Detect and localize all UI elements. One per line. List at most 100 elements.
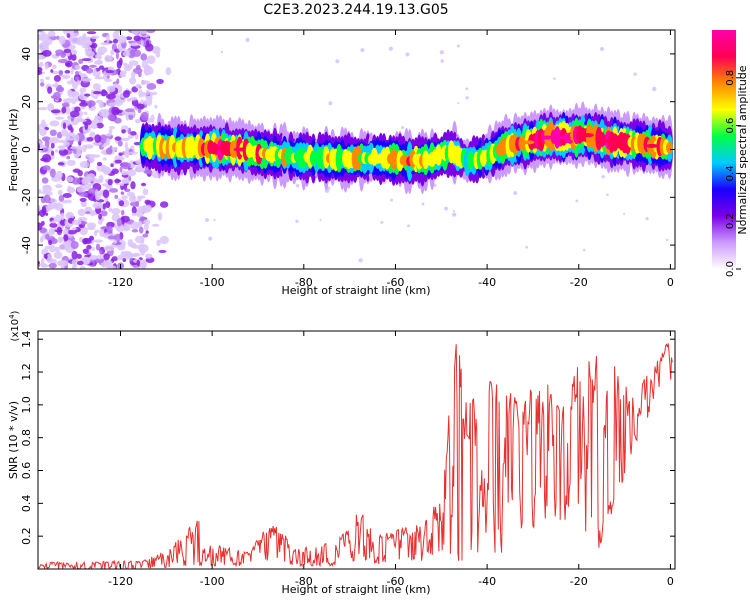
spectrogram-noise-cell bbox=[112, 38, 119, 44]
spectrogram-noise-cell bbox=[63, 48, 72, 54]
spectrogram-noise-cell bbox=[94, 115, 100, 119]
spectrogram-peak-cell bbox=[646, 143, 659, 148]
spectrogram-noise-cell bbox=[85, 67, 94, 74]
spectrogram-noise-cell bbox=[135, 83, 142, 89]
spectrogram-noise-cell bbox=[140, 182, 147, 187]
spectrogram-noise-cell bbox=[77, 260, 84, 266]
spectrogram-noise-cell bbox=[98, 101, 104, 109]
snr-x-tick-label: -60 bbox=[386, 575, 404, 588]
snr-x-ticks: -120 -100 -80 -60 -40 -20 0 bbox=[108, 331, 674, 588]
spectrogram-noise-cell bbox=[77, 118, 87, 122]
spectrogram-noise-cell bbox=[71, 227, 77, 231]
spectrogram-noise-cell bbox=[55, 52, 61, 57]
spectrogram-speck bbox=[444, 206, 448, 211]
spectrogram-noise-cell bbox=[124, 149, 130, 159]
spectrogram-noise-cell bbox=[131, 253, 138, 258]
spectrogram-noise-cell bbox=[114, 117, 122, 124]
spectrogram-noise-cell bbox=[112, 31, 120, 40]
spectrogram-noise-cell bbox=[138, 226, 144, 234]
spectrogram-noise-cell bbox=[60, 128, 69, 137]
spectrogram-noise-cell bbox=[118, 152, 123, 157]
spectrogram-noise-cell bbox=[84, 45, 92, 55]
spectrogram-noise-cell bbox=[38, 107, 48, 111]
spectrogram-noise-cell bbox=[114, 136, 122, 141]
spectrogram-noise-cell bbox=[116, 60, 122, 69]
spectrogram-noise-cell bbox=[54, 246, 61, 253]
spectrogram-noise-cell bbox=[39, 128, 47, 137]
spectrogram-x-tick-label: 0 bbox=[667, 276, 674, 289]
spectrogram-noise-cell bbox=[86, 222, 97, 229]
spectrogram-noise-cell bbox=[121, 129, 126, 134]
spectrogram-noise-cell bbox=[94, 134, 101, 143]
spectrogram-noise-cell bbox=[79, 197, 87, 202]
spectrogram-noise-cell bbox=[98, 134, 108, 144]
snr-y-tick-label: 1.0 bbox=[20, 396, 33, 414]
spectrogram-noise-cell bbox=[71, 259, 80, 266]
spectrogram-noise-cell bbox=[76, 147, 82, 157]
spectrogram-noise-cell bbox=[41, 177, 49, 184]
spectrogram-noise-cell bbox=[157, 212, 163, 221]
spectrogram-noise-cell bbox=[122, 90, 131, 98]
spectrogram-noise-cell bbox=[131, 229, 139, 233]
spectrogram-noise-cell bbox=[128, 60, 139, 66]
spectrogram-noise-cell bbox=[110, 49, 115, 56]
spectrogram-noise-cell bbox=[96, 122, 104, 129]
spectrogram-noise-cell bbox=[66, 33, 71, 39]
spectrogram-noise-cell bbox=[141, 260, 147, 269]
spectrogram-noise-cell bbox=[82, 248, 90, 255]
spectrogram-noise-cell bbox=[55, 86, 65, 92]
spectrogram-noise-cell bbox=[131, 244, 141, 249]
spectrogram-x-tick-label: -80 bbox=[295, 276, 313, 289]
spectrogram-noise-cell bbox=[94, 189, 99, 198]
spectrogram-noise-cell bbox=[151, 91, 158, 96]
spectrogram-noise-cell bbox=[105, 133, 112, 137]
spectrogram-noise-cell bbox=[107, 113, 116, 121]
spectrogram-noise-cell bbox=[94, 258, 105, 264]
spectrogram-noise-cell bbox=[51, 70, 59, 75]
spectrogram-noise-cell bbox=[97, 178, 102, 184]
spectrogram-noise-cell bbox=[120, 137, 130, 142]
spectrogram-noise-cell bbox=[57, 139, 67, 143]
spectrogram-noise-cell bbox=[69, 110, 80, 118]
spectrogram-noise-cell bbox=[86, 100, 96, 107]
spectrogram-noise-cell bbox=[53, 74, 61, 82]
snr-y-tick-label: 1.2 bbox=[20, 363, 33, 381]
spectrogram-speck bbox=[390, 198, 394, 202]
spectrogram-speck bbox=[213, 218, 216, 222]
spectrogram-noise-cell bbox=[144, 64, 151, 72]
spectrogram-peak-cell bbox=[559, 135, 572, 140]
spectrogram-speck bbox=[405, 52, 410, 57]
spectrogram-noise-cell bbox=[108, 207, 113, 213]
spectrogram-noise-cell bbox=[89, 235, 94, 241]
spectrogram-x-axis-label: Height of straight line (km) bbox=[281, 284, 430, 297]
spectrogram-noise-cell bbox=[39, 262, 48, 267]
spectrogram-noise-cell bbox=[79, 265, 86, 269]
snr-y-tick-label: 0.4 bbox=[20, 495, 33, 513]
spectrogram-noise-cell bbox=[105, 93, 116, 100]
spectrogram-noise-cell bbox=[102, 157, 107, 161]
spectrogram-noise-cell bbox=[105, 201, 111, 209]
spectrogram-noise-cell bbox=[51, 64, 57, 70]
spectrogram-noise-cell bbox=[146, 55, 156, 65]
colorbar-label: Normalized spectral amplitude bbox=[736, 65, 749, 234]
spectrogram-noise-cell bbox=[46, 256, 54, 264]
spectrogram-noise-cell bbox=[108, 128, 113, 135]
snr-plot-area bbox=[38, 331, 675, 569]
spectrogram-noise-cell bbox=[165, 67, 172, 76]
spectrogram-noise-cell bbox=[119, 166, 123, 173]
spectrogram-x-tick-label: -120 bbox=[108, 276, 133, 289]
spectrogram-speck bbox=[513, 191, 518, 196]
spectrogram-noise-cell bbox=[100, 42, 110, 46]
spectrogram-noise-cell bbox=[92, 83, 101, 91]
spectrogram-noise-cell bbox=[131, 30, 140, 35]
snr-panel: -120 -100 -80 -60 -40 -20 0 1.4 1.2 1.0 0.8 0.6 0.4… bbox=[7, 310, 676, 596]
spectrogram-noise-cell bbox=[61, 74, 71, 79]
spectrogram-noise-cell bbox=[41, 136, 50, 142]
spectrogram-noise-cell bbox=[132, 67, 143, 75]
spectrogram-speck bbox=[245, 37, 250, 43]
colorbar-tick-label: 0.4 bbox=[725, 165, 736, 181]
spectrogram-speck bbox=[457, 102, 460, 105]
spectrogram-speck bbox=[652, 86, 657, 92]
spectrogram-noise-cell bbox=[55, 116, 65, 120]
spectrogram-noise-cell bbox=[124, 141, 128, 151]
